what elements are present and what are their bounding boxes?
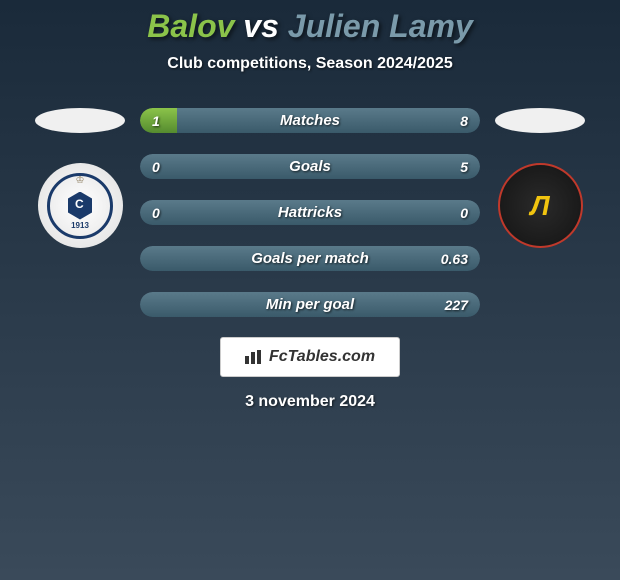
left-club-side: ♔ bbox=[35, 108, 125, 248]
stat-value-right: 0.63 bbox=[441, 251, 468, 267]
stat-value-right: 0 bbox=[460, 205, 468, 221]
stat-row: 0 Goals 5 bbox=[140, 154, 480, 179]
crown-icon: ♔ bbox=[76, 175, 85, 186]
subtitle: Club competitions, Season 2024/2025 bbox=[167, 55, 452, 73]
date-text: 3 november 2024 bbox=[245, 393, 375, 411]
stat-label: Min per goal bbox=[266, 296, 354, 313]
stat-value-left: 1 bbox=[152, 113, 160, 129]
right-club-side bbox=[495, 108, 585, 248]
stat-label: Goals bbox=[289, 158, 331, 175]
stat-value-left: 0 bbox=[152, 159, 160, 175]
watermark-badge: FcTables.com bbox=[220, 337, 400, 377]
watermark-text: FcTables.com bbox=[269, 348, 375, 366]
vs-text: vs bbox=[243, 8, 279, 44]
stat-bars: 1 Matches 8 0 Goals 5 0 Hattricks 0 Goals per mat… bbox=[140, 108, 480, 317]
stat-value-right: 5 bbox=[460, 159, 468, 175]
player1-name: Balov bbox=[147, 8, 234, 44]
page-title: Balov vs Julien Lamy bbox=[147, 8, 472, 45]
stat-value-right: 227 bbox=[445, 297, 468, 313]
stats-area: ♔ 1 Matches 8 0 Goals 5 0 Hattricks 0 Goals per m… bbox=[0, 108, 620, 317]
stat-label: Goals per match bbox=[251, 250, 369, 267]
stat-value-left: 0 bbox=[152, 205, 160, 221]
stat-row: Goals per match 0.63 bbox=[140, 246, 480, 271]
stat-label: Hattricks bbox=[278, 204, 342, 221]
left-country-flag bbox=[35, 108, 125, 133]
right-club-logo bbox=[498, 163, 583, 248]
stat-value-right: 8 bbox=[460, 113, 468, 129]
shield-icon bbox=[68, 192, 92, 220]
right-country-flag bbox=[495, 108, 585, 133]
stat-label: Matches bbox=[280, 112, 340, 129]
stat-row: Min per goal 227 bbox=[140, 292, 480, 317]
chart-icon bbox=[245, 350, 263, 364]
comparison-container: Balov vs Julien Lamy Club competitions, … bbox=[0, 0, 620, 411]
stat-row: 0 Hattricks 0 bbox=[140, 200, 480, 225]
stat-row: 1 Matches 8 bbox=[140, 108, 480, 133]
player2-name: Julien Lamy bbox=[288, 8, 473, 44]
left-club-logo: ♔ bbox=[38, 163, 123, 248]
